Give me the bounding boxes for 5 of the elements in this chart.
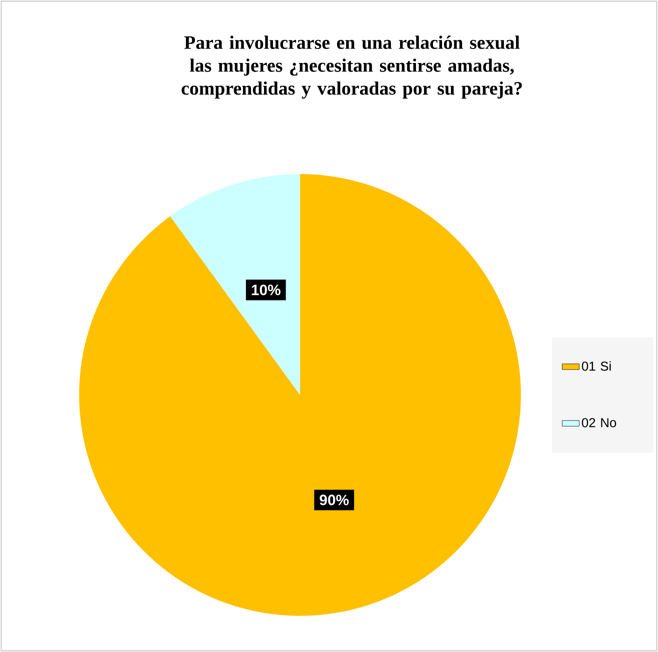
data-label: 10%: [252, 284, 280, 296]
legend-label: 01 Si: [582, 361, 611, 371]
data-label: 90%: [320, 494, 349, 506]
chart-title: Para involucrarse en una relación sexual las mujeres ¿necesitan sentirse amadas, comprendidas y valoradas por su pareja?: [182, 36, 522, 99]
legend-label: 02 No: [582, 418, 616, 428]
